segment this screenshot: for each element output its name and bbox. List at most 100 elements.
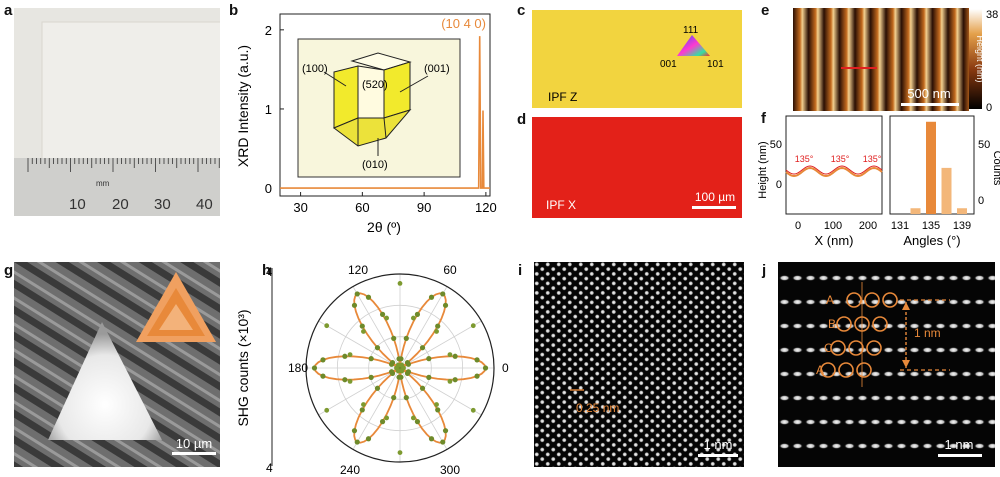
shg-data-point [482, 365, 489, 371]
ipf-z-text: IPF Z [548, 90, 577, 104]
f-hist-bar [910, 208, 921, 214]
j-row-a1: A [826, 293, 834, 307]
xrd-chart: XRD Intensity (a.u.) 2θ (º) 30 60 90 120 0 1 2… [235, 13, 497, 235]
shg-data-point [474, 373, 480, 379]
shg-data-point [365, 294, 372, 300]
f-right-ytick-0: 0 [978, 195, 984, 207]
j-atom-circle [836, 316, 852, 332]
xrd-xtick-label: 60 [355, 200, 369, 215]
panel-label-g: g [4, 262, 14, 279]
shg-data-point [397, 281, 403, 286]
ipf-color-triangle [677, 35, 710, 56]
panel-label-e: e [761, 2, 770, 19]
panel-label-i: i [518, 262, 523, 279]
f-right-xtick-135: 135 [922, 220, 940, 232]
shg-data-point [414, 311, 421, 317]
panel-label-j: j [762, 262, 767, 279]
ipf-x-scale-text: 100 µm [695, 190, 735, 204]
shg-data-point [354, 291, 360, 297]
shg-data-point [396, 356, 402, 362]
shg-data-point [391, 335, 397, 341]
ruler-num-30: 30 [154, 196, 171, 213]
shg-data-point [403, 335, 409, 341]
f-left-ytick-0: 0 [776, 179, 782, 191]
facet-001: (001) [424, 63, 450, 75]
i-scale-text: 1 nm [704, 437, 733, 452]
shg-data-point [405, 369, 412, 375]
shg-data-point [414, 419, 421, 425]
panel-label-f: f [761, 110, 766, 127]
shg-data-point [342, 353, 348, 359]
shg-data-point [320, 357, 326, 363]
sem-triangle-crystal [48, 322, 162, 440]
shg-ylabel-visible: SHG counts (×10³) [235, 309, 251, 426]
xrd-ylabel: XRD Intensity (a.u.) [235, 45, 251, 167]
j-atom-circle [830, 340, 846, 356]
j-atom-circle [846, 292, 862, 308]
xrd-frame [279, 13, 491, 197]
facet-520: (520) [362, 79, 388, 91]
shg-data-point [359, 407, 365, 413]
shg-data-point [404, 359, 411, 366]
shg-data-point [395, 368, 401, 374]
shg-outer-circle [305, 273, 495, 463]
panel-label-h: h [262, 262, 272, 279]
shg-data-point [391, 395, 397, 401]
shg-r-bottom: 4 [266, 461, 273, 475]
shg-data-point [368, 356, 374, 362]
shg-data-point [399, 362, 405, 368]
f-left-xtick-100: 100 [824, 220, 842, 232]
f-right-xtick-139: 139 [953, 220, 971, 232]
shg-data-point [368, 374, 374, 380]
ipf-tri-101: 101 [707, 59, 724, 70]
xrd-peak-label: (10 4 0) [441, 16, 486, 31]
xrd-ytick-label: 2 [265, 23, 272, 38]
xrd-xtick-label: 90 [417, 200, 431, 215]
ruler-num-20: 20 [112, 196, 129, 213]
shg-angle-300: 300 [440, 463, 460, 477]
shg-data-point [374, 385, 381, 391]
j-atom-circle [848, 340, 864, 356]
facet-010: (010) [362, 159, 388, 171]
shg-data-point [435, 323, 441, 329]
shg-data-point [419, 345, 426, 351]
ipf-x-scalebar [692, 206, 736, 209]
shg-angle-240: 240 [340, 463, 360, 477]
shg-angle-0: 0 [502, 361, 509, 375]
triangle-logo-icon [136, 272, 216, 342]
cbar-label: Height (nm) [975, 35, 985, 82]
shg-data-point [347, 378, 353, 384]
shg-data-point [474, 357, 480, 363]
f-left-frame [785, 115, 883, 215]
f-left-xtick-0: 0 [795, 220, 801, 232]
haadf-image-j: A B C A 1 nm 1 nm [778, 262, 995, 467]
afm-scalebar [901, 103, 959, 106]
shg-data-point [399, 368, 405, 374]
shg-data-point [324, 407, 330, 413]
shg-data-point [379, 419, 386, 425]
shg-angle-120: 120 [348, 263, 368, 277]
f-angle-1: 135° [795, 154, 814, 164]
f-right-ylabel: Counts [991, 151, 1000, 186]
shg-data-point [440, 439, 446, 445]
shg-data-point [351, 428, 358, 434]
j-atom-circle [882, 292, 898, 308]
j-scalebar [938, 454, 982, 457]
f-right-xtick-131: 131 [891, 220, 909, 232]
f-hist-bar [957, 208, 967, 214]
cbar-max: 38 [986, 9, 998, 21]
shg-data-point [452, 377, 458, 383]
afm-colorbar: 38 0 Height (nm) [969, 9, 998, 114]
facet-100: (100) [302, 63, 328, 75]
shg-data-point [379, 311, 386, 317]
afm-scale-text: 500 nm [907, 86, 950, 101]
cbar-min: 0 [986, 102, 992, 114]
f-angle-2: 135° [831, 154, 850, 164]
j-atom-circle [856, 362, 872, 378]
ipf-z-map: 111 001 101 IPF Z [532, 10, 742, 108]
shg-data-point [403, 395, 409, 401]
shg-data-point [398, 374, 404, 380]
shg-data-point [434, 329, 439, 334]
shg-data-point [361, 329, 366, 334]
f-left-xlabel: X (nm) [815, 233, 854, 248]
